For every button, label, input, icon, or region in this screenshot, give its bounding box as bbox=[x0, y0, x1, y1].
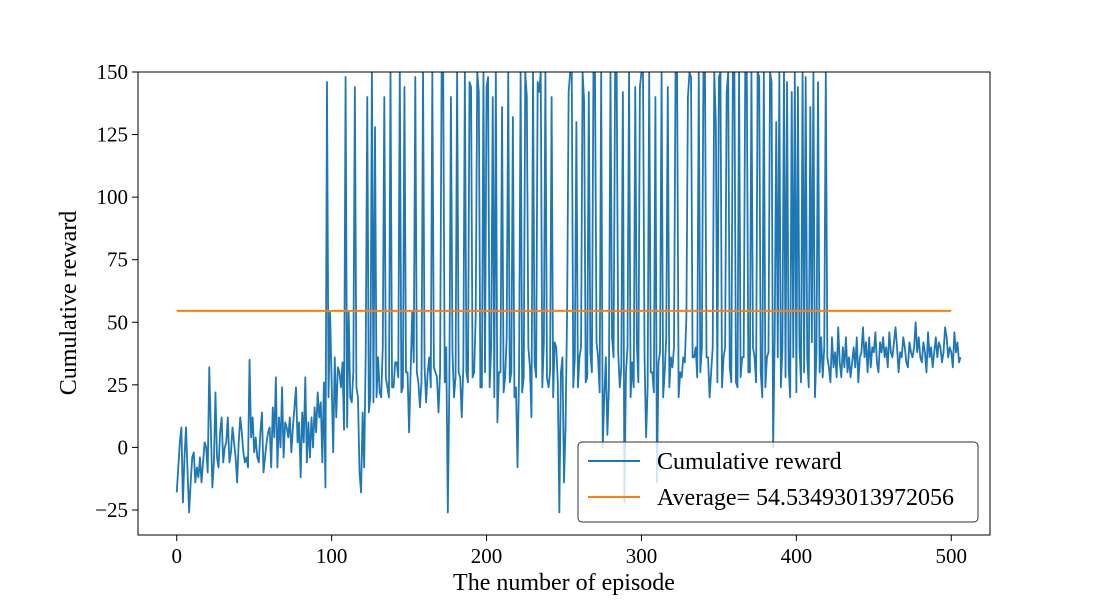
legend-label-cumulative: Cumulative reward bbox=[657, 449, 842, 475]
series-line-cumulative-reward bbox=[175, 72, 962, 514]
x-axis: 0 100 200 300 400 500 bbox=[171, 535, 967, 568]
y-tick-label: 100 bbox=[97, 185, 129, 209]
y-tick-label: 150 bbox=[97, 60, 129, 84]
y-axis: −25 0 25 50 75 100 125 150 bbox=[95, 60, 138, 522]
y-tick-label: −25 bbox=[95, 498, 128, 522]
y-tick-label: 125 bbox=[97, 123, 129, 147]
legend: Cumulative reward Average= 54.5349301397… bbox=[577, 441, 979, 523]
plot-frame bbox=[137, 71, 991, 536]
x-tick-label: 0 bbox=[171, 544, 182, 568]
plot-area bbox=[175, 72, 962, 514]
x-tick-label: 200 bbox=[471, 544, 503, 568]
x-axis-label: The number of episode bbox=[453, 570, 675, 596]
y-tick-label: 75 bbox=[107, 248, 128, 272]
x-tick-label: 500 bbox=[936, 544, 968, 568]
legend-box bbox=[577, 441, 979, 523]
y-axis-label: Cumulative reward bbox=[56, 211, 82, 396]
x-tick-label: 100 bbox=[316, 544, 348, 568]
y-tick-label: 50 bbox=[107, 310, 128, 334]
x-tick-label: 300 bbox=[626, 544, 658, 568]
legend-label-average: Average= 54.53493013972056 bbox=[657, 485, 954, 511]
y-tick-label: 0 bbox=[118, 435, 129, 459]
y-tick-label: 25 bbox=[107, 373, 128, 397]
x-tick-label: 400 bbox=[781, 544, 813, 568]
